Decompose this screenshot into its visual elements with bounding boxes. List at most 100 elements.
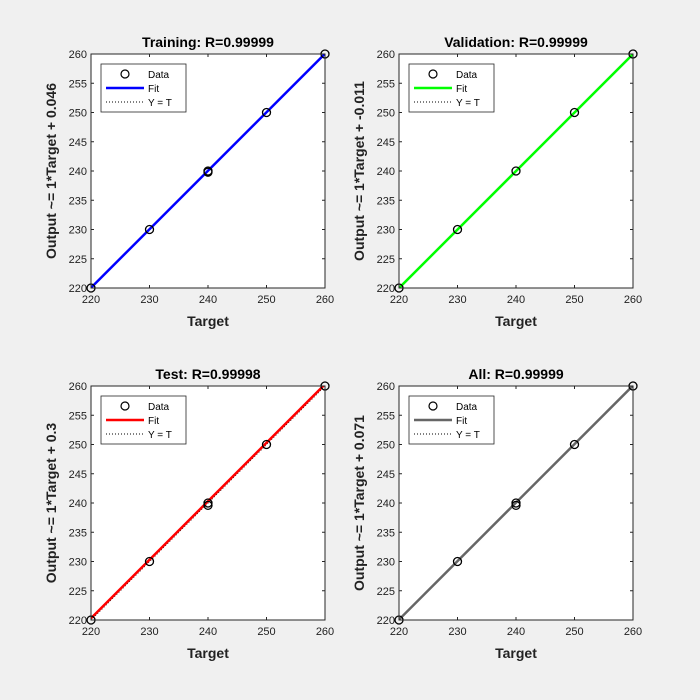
x-tick-label: 250: [257, 294, 275, 306]
chart-title: Test: R=0.99998: [155, 366, 260, 382]
x-tick-label: 230: [140, 294, 158, 306]
axes-box: [90, 385, 326, 621]
data-point: [511, 500, 521, 510]
x-tick-label: 230: [448, 294, 466, 306]
legend-entry-label: Data: [456, 402, 478, 413]
y-tick-label: 250: [69, 440, 87, 452]
x-tick-label: 220: [390, 294, 408, 306]
x-tick-label: 240: [507, 626, 525, 638]
y-tick-label: 250: [377, 440, 395, 452]
fit-line: [399, 386, 633, 620]
y-axis-label: Output ~= 1*Target + 0.3: [43, 423, 59, 584]
legend-entry-label: Y = T: [456, 98, 480, 109]
y-tick-label: 250: [377, 108, 395, 120]
y-tick-label: 255: [69, 78, 87, 90]
data-point: [144, 224, 155, 235]
chart-panel-1: 220 230 240 250 260 220 225 230 235 240 245 250 255 2…: [43, 34, 334, 329]
legend-entry-label: Fit: [148, 84, 159, 95]
chart-title: Validation: R=0.99999: [444, 34, 588, 50]
legend-entry-label: Y = T: [148, 98, 172, 109]
x-tick-label: 250: [257, 626, 275, 638]
y-tick-label: 255: [69, 410, 87, 422]
y-tick-label: 225: [69, 586, 87, 598]
y-tick-label: 225: [69, 254, 87, 266]
legend-entry-label: Fit: [148, 416, 159, 427]
y-tick-label: 220: [69, 283, 87, 295]
y-tick-label: 230: [69, 225, 87, 237]
x-tick-label: 240: [199, 294, 217, 306]
legend-data-marker: [120, 401, 130, 411]
x-axis-label: Target: [187, 645, 229, 661]
legend-entry-label: Y = T: [148, 430, 172, 441]
data-point: [144, 556, 155, 567]
y-tick-label: 230: [377, 225, 395, 237]
y-tick-label: 240: [69, 498, 87, 510]
data-point: [261, 439, 272, 450]
axes-box: [398, 385, 634, 621]
x-axis-label: Target: [495, 645, 537, 661]
y-tick-label: 255: [377, 410, 395, 422]
y-tick-label: 220: [69, 615, 87, 627]
x-tick-label: 260: [624, 294, 642, 306]
y-tick-label: 260: [377, 49, 395, 61]
chart-panel-2: 220 230 240 250 260 220 225 230 235 240 245 250 255 2…: [351, 34, 642, 329]
chart-title: Training: R=0.99999: [142, 34, 274, 50]
legend-entry-label: Data: [148, 70, 170, 81]
x-tick-label: 220: [390, 626, 408, 638]
y-tick-label: 245: [69, 469, 87, 481]
x-axis-label: Target: [187, 313, 229, 329]
legend-entry-label: Y = T: [456, 430, 480, 441]
y-tick-label: 255: [377, 78, 395, 90]
x-axis-label: Target: [495, 313, 537, 329]
x-tick-label: 230: [140, 626, 158, 638]
legend-data-marker: [120, 69, 130, 79]
x-tick-label: 260: [316, 626, 334, 638]
data-point: [452, 556, 463, 567]
data-point: [452, 224, 463, 235]
x-tick-label: 240: [199, 626, 217, 638]
axes-box: [398, 53, 634, 289]
legend-entry-label: Data: [456, 70, 478, 81]
legend-entry-label: Fit: [456, 84, 467, 95]
y-tick-label: 235: [69, 527, 87, 539]
y-tick-label: 245: [377, 469, 395, 481]
y-tick-label: 235: [377, 195, 395, 207]
legend-data-marker: [428, 69, 438, 79]
data-point: [569, 107, 580, 118]
y-tick-label: 240: [69, 166, 87, 178]
y-tick-label: 260: [377, 381, 395, 393]
legend: Data Fit Y = T: [100, 395, 187, 445]
fit-line: [91, 54, 325, 288]
data-point: [203, 500, 213, 510]
y-tick-label: 235: [377, 527, 395, 539]
x-tick-label: 230: [448, 626, 466, 638]
y-tick-label: 220: [377, 615, 395, 627]
y-tick-label: 260: [69, 49, 87, 61]
x-tick-label: 220: [82, 294, 100, 306]
data-point: [569, 439, 580, 450]
legend-data-marker: [428, 401, 438, 411]
y-tick-label: 245: [377, 137, 395, 149]
x-tick-label: 260: [624, 626, 642, 638]
data-point: [261, 107, 272, 118]
fit-line: [399, 54, 633, 288]
x-tick-label: 260: [316, 294, 334, 306]
chart-title: All: R=0.99999: [468, 366, 564, 382]
y-tick-label: 230: [69, 557, 87, 569]
y-tick-label: 220: [377, 283, 395, 295]
x-tick-label: 250: [565, 626, 583, 638]
legend-entry-label: Data: [148, 402, 170, 413]
chart-panel-3: 220 230 240 250 260 220 225 230 235 240 245 250 255 2…: [43, 366, 334, 661]
y-tick-label: 240: [377, 166, 395, 178]
y-tick-label: 235: [69, 195, 87, 207]
y-tick-label: 250: [69, 108, 87, 120]
y-axis-label: Output ~= 1*Target + -0.011: [351, 81, 367, 261]
legend: Data Fit Y = T: [100, 63, 187, 113]
y-tick-label: 245: [69, 137, 87, 149]
legend: Data Fit Y = T: [408, 395, 495, 445]
y-tick-label: 225: [377, 254, 395, 266]
x-tick-label: 220: [82, 626, 100, 638]
legend-entry-label: Fit: [456, 416, 467, 427]
y-tick-label: 230: [377, 557, 395, 569]
